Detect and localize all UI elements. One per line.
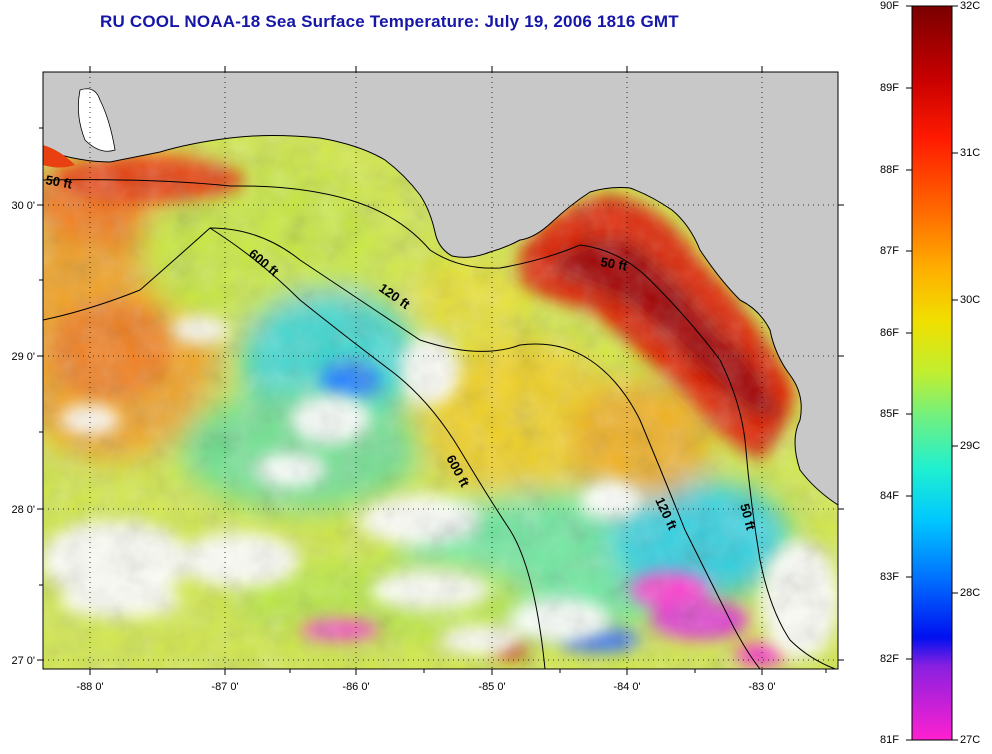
colorbar-label-c: 30C bbox=[960, 294, 981, 306]
lon-label: -83 0' bbox=[748, 681, 775, 693]
contour-label: 50 ft bbox=[44, 172, 74, 192]
colorbar-label-c: 29C bbox=[960, 440, 981, 452]
contour-label: 50 ft bbox=[737, 502, 759, 532]
colorbar-label-f: 86F bbox=[880, 327, 899, 339]
bathymetry-contours bbox=[43, 179, 837, 669]
lon-label: -88 0' bbox=[76, 681, 103, 693]
colorbar-label-f: 90F bbox=[880, 0, 899, 12]
lon-label: -86 0' bbox=[342, 681, 369, 693]
colorbar-label-f: 89F bbox=[880, 82, 899, 94]
coastal-warm-patch bbox=[43, 145, 75, 168]
mobile-bay bbox=[77, 88, 116, 152]
colorbar-label-f: 84F bbox=[880, 490, 899, 502]
colorbar-label-f: 88F bbox=[880, 164, 899, 176]
colorbar-label-f: 87F bbox=[880, 245, 899, 257]
lon-label: -87 0' bbox=[211, 681, 238, 693]
land bbox=[43, 72, 838, 506]
lat-label: 27 0' bbox=[11, 655, 35, 667]
colorbar-label-f: 82F bbox=[880, 653, 899, 665]
colorbar-label-c: 28C bbox=[960, 587, 981, 599]
colorbar bbox=[906, 5, 958, 741]
colorbar-label-c: 32C bbox=[960, 0, 981, 12]
colorbar-label-c: 31C bbox=[960, 147, 981, 159]
lon-label: -84 0' bbox=[613, 681, 640, 693]
latitude-labels: 27 0' 28 0' 29 0' 30 0' bbox=[11, 200, 35, 667]
axis-ticks bbox=[37, 66, 844, 675]
map-area: 50 ft 600 ft 120 ft 50 ft 600 ft 120 ft … bbox=[43, 72, 838, 669]
lat-label: 30 0' bbox=[11, 200, 35, 212]
lon-label: -85 0' bbox=[478, 681, 505, 693]
contour-label: 50 ft bbox=[599, 254, 629, 274]
page-title: RU COOL NOAA-18 Sea Surface Temperature:… bbox=[100, 12, 679, 31]
colorbar-label-f: 81F bbox=[880, 734, 899, 746]
longitude-labels: -88 0' -87 0' -86 0' -85 0' -84 0' -83 0… bbox=[76, 681, 775, 693]
lat-label: 28 0' bbox=[11, 504, 35, 516]
colorbar-ticks bbox=[906, 5, 958, 741]
map-frame bbox=[42, 71, 839, 670]
colorbar-label-c: 27C bbox=[960, 734, 981, 746]
colorbar-label-f: 83F bbox=[880, 571, 899, 583]
lat-label: 29 0' bbox=[11, 351, 35, 363]
colorbar-label-f: 85F bbox=[880, 408, 899, 420]
colorbar-gradient bbox=[911, 5, 953, 741]
